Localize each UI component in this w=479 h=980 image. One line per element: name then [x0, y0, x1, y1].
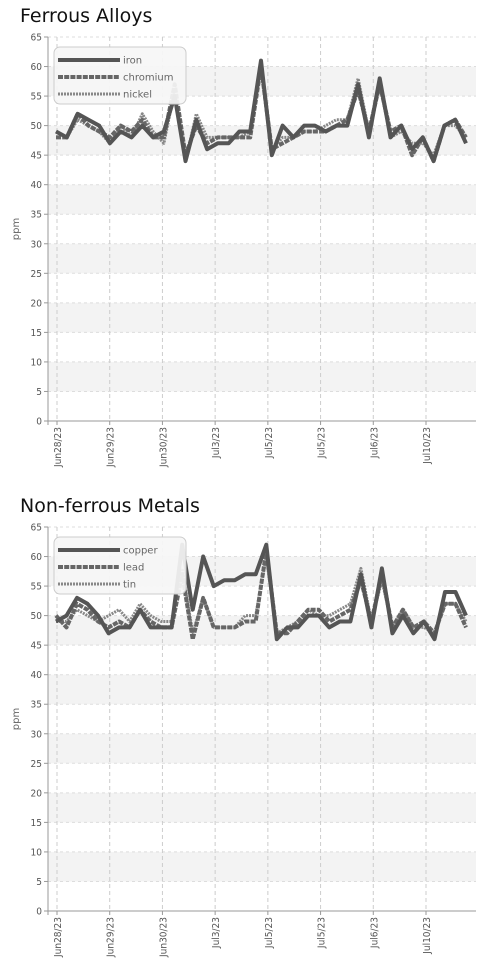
- y-tick-label: 40: [31, 180, 43, 191]
- legend: iron chromium nickel: [53, 46, 187, 105]
- x-tick-label: Jun29/23: [106, 917, 117, 958]
- x-tick-label: Jul3/23: [211, 427, 222, 459]
- x-tick-label: Jul5/23: [264, 427, 275, 459]
- legend-label-lead: lead: [123, 563, 144, 574]
- grid-band: [48, 851, 476, 882]
- grid-band: [48, 184, 476, 215]
- non-ferrous-metals-chart: Non-ferrous Metals 0 5 10 15 20 25 30 35 40 45 50 5…: [0, 490, 479, 980]
- chart-title: Non-ferrous Metals: [20, 495, 200, 517]
- y-tick-label: 5: [36, 877, 42, 888]
- legend-label-iron: iron: [123, 56, 142, 67]
- y-tick-label: 5: [36, 387, 42, 398]
- y-tick-label: 60: [31, 552, 43, 563]
- grid-band: [48, 361, 476, 392]
- grid-band: [48, 733, 476, 764]
- legend: copper lead tin: [53, 536, 187, 595]
- x-tick-label: Jun28/23: [53, 427, 64, 468]
- grid-band: [48, 302, 476, 333]
- y-tick-label: 10: [31, 847, 43, 858]
- x-tick-label: Jul10/23: [422, 427, 433, 465]
- y-tick-label: 45: [31, 151, 42, 162]
- y-tick-label: 15: [31, 328, 42, 339]
- non-ferrous-metals-plot: 0 5 10 15 20 25 30 35 40 45 50 55 60 65 ppm Jun28/23 Jun…: [11, 523, 476, 958]
- y-tick-label: 65: [31, 33, 42, 44]
- y-tick-label: 10: [31, 357, 43, 368]
- x-tick-label: Jul6/23: [369, 917, 380, 949]
- y-axis-label: ppm: [11, 218, 22, 240]
- legend-label-nickel: nickel: [123, 90, 152, 101]
- grid-band: [48, 243, 476, 274]
- legend-label-tin: tin: [123, 580, 136, 591]
- background-bands: [48, 66, 476, 392]
- y-tick-label: 30: [31, 729, 43, 740]
- y-tick-label: 25: [31, 269, 42, 280]
- legend-label-copper: copper: [123, 546, 158, 557]
- x-tick-label: Jul6/23: [369, 427, 380, 459]
- x-tick-label: Jun30/23: [158, 427, 169, 468]
- legend-label-chromium: chromium: [123, 73, 173, 84]
- ferrous-alloys-plot: 0 5 10 15 20 25 30 35 40 45 50 55 60 65 ppm Jun28/23 Jun…: [11, 33, 476, 468]
- x-tick-label: Jun29/23: [106, 427, 117, 468]
- y-tick-label: 20: [31, 788, 43, 799]
- y-tick-label: 25: [31, 759, 42, 770]
- chart-title: Ferrous Alloys: [20, 5, 153, 27]
- series-line-iron: [55, 58, 468, 164]
- y-tick-label: 55: [31, 582, 42, 593]
- y-tick-label: 55: [31, 92, 42, 103]
- y-tick-label: 0: [36, 417, 42, 428]
- series-line-copper: [55, 542, 468, 642]
- grid-band: [48, 792, 476, 823]
- y-tick-label: 45: [31, 641, 42, 652]
- y-tick-label: 65: [31, 523, 42, 534]
- y-tick-label: 35: [31, 210, 42, 221]
- y-tick-label: 40: [31, 670, 43, 681]
- y-axis-label: ppm: [11, 708, 22, 730]
- y-tick-label: 20: [31, 298, 43, 309]
- y-tick-label: 30: [31, 239, 43, 250]
- y-tick-label: 60: [31, 62, 43, 73]
- y-tick-label: 15: [31, 818, 42, 829]
- x-tick-label: Jun28/23: [53, 917, 64, 958]
- x-tick-label: Jul5/23: [317, 427, 328, 459]
- ferrous-alloys-chart: Ferrous Alloys 0 5 10 15 20 25 30 35 40 45 50 55 60 6…: [11, 5, 476, 468]
- y-tick-label: 50: [31, 611, 43, 622]
- grid-band: [48, 674, 476, 705]
- x-tick-label: Jul10/23: [422, 917, 433, 955]
- x-tick-label: Jul3/23: [211, 917, 222, 949]
- y-tick-label: 0: [36, 907, 42, 918]
- x-tick-label: Jul5/23: [317, 917, 328, 949]
- x-tick-label: Jun30/23: [158, 917, 169, 958]
- y-tick-label: 35: [31, 700, 42, 711]
- y-tick-label: 50: [31, 121, 43, 132]
- series-line-lead: [54, 548, 468, 642]
- x-tick-label: Jul5/23: [264, 917, 275, 949]
- background-bands: [48, 556, 476, 882]
